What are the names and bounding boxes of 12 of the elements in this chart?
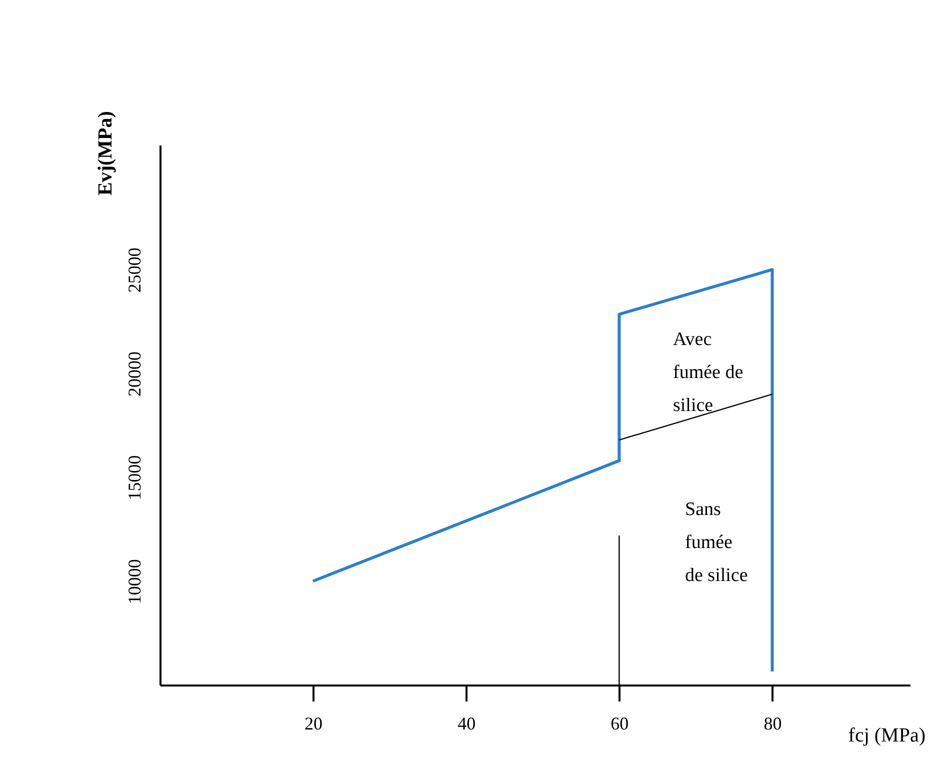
annotation: Sans fumée de silice <box>685 499 748 586</box>
y-tick-label: 25000 <box>124 248 144 293</box>
y-tick-label: 20000 <box>124 351 144 396</box>
x-tick-label: 20 <box>304 714 323 734</box>
x-tick-label: 40 <box>458 714 476 734</box>
y-tick-label: 15000 <box>124 455 144 500</box>
annotation: Avec fumée de silice <box>673 329 744 416</box>
x-tick-label: 60 <box>610 714 629 734</box>
x-axis-title: fcj (MPa) <box>848 724 926 746</box>
y-axis-title: Evj(MPa) <box>94 111 116 196</box>
x-tick-label: 80 <box>764 714 782 734</box>
y-tick-label: 10000 <box>124 559 144 604</box>
